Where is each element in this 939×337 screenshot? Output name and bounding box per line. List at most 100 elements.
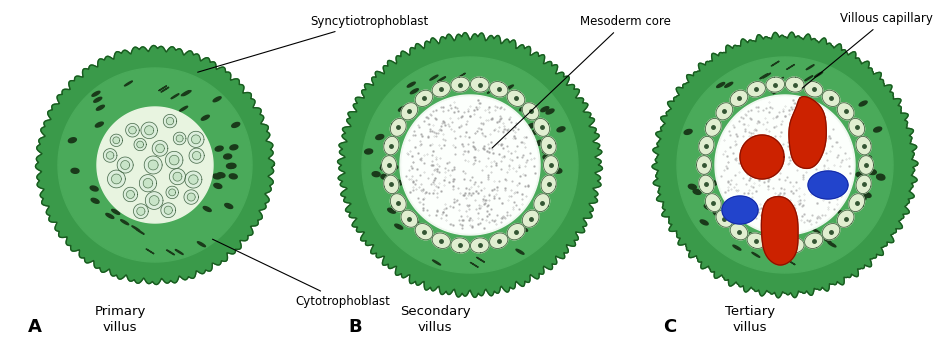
Polygon shape [516, 249, 524, 254]
Polygon shape [438, 77, 446, 82]
Polygon shape [688, 184, 697, 189]
Polygon shape [381, 163, 389, 168]
Polygon shape [740, 135, 784, 179]
Text: Cytotrophoblast: Cytotrophoblast [212, 239, 390, 308]
Polygon shape [856, 175, 871, 194]
Polygon shape [69, 138, 76, 143]
Polygon shape [337, 33, 603, 297]
Polygon shape [415, 90, 433, 106]
Polygon shape [192, 135, 200, 144]
Polygon shape [177, 135, 183, 142]
Polygon shape [451, 238, 470, 253]
Polygon shape [217, 173, 225, 178]
Polygon shape [491, 86, 500, 91]
Polygon shape [451, 77, 470, 92]
Polygon shape [226, 163, 235, 168]
Polygon shape [773, 89, 781, 94]
Polygon shape [230, 145, 238, 150]
Polygon shape [146, 192, 163, 209]
Polygon shape [103, 149, 117, 162]
Polygon shape [538, 204, 546, 209]
Polygon shape [522, 103, 539, 120]
Polygon shape [229, 174, 238, 179]
Polygon shape [787, 64, 794, 69]
Polygon shape [123, 187, 138, 202]
Polygon shape [519, 226, 528, 231]
Polygon shape [860, 137, 868, 142]
Polygon shape [516, 224, 524, 229]
Polygon shape [189, 175, 198, 184]
Polygon shape [771, 61, 779, 66]
Text: villus: villus [102, 321, 137, 334]
Polygon shape [214, 183, 222, 188]
Polygon shape [718, 107, 727, 112]
Polygon shape [470, 77, 489, 92]
Polygon shape [519, 106, 528, 111]
Polygon shape [849, 118, 865, 136]
Polygon shape [169, 168, 186, 185]
Polygon shape [224, 204, 233, 209]
Polygon shape [704, 205, 713, 210]
Polygon shape [71, 168, 79, 173]
Polygon shape [823, 238, 831, 243]
Polygon shape [141, 122, 158, 139]
Text: Primary: Primary [94, 305, 146, 318]
Polygon shape [165, 151, 183, 169]
Polygon shape [213, 174, 221, 179]
Polygon shape [705, 194, 721, 212]
Polygon shape [731, 223, 747, 240]
Polygon shape [110, 134, 122, 147]
Polygon shape [430, 75, 438, 80]
Polygon shape [94, 97, 101, 102]
Polygon shape [716, 103, 732, 120]
Polygon shape [752, 252, 760, 257]
Polygon shape [145, 126, 154, 135]
Polygon shape [750, 233, 758, 238]
Polygon shape [213, 97, 221, 102]
Text: B: B [348, 318, 362, 336]
Polygon shape [401, 210, 418, 227]
Polygon shape [189, 148, 204, 163]
Text: Secondary: Secondary [400, 305, 470, 318]
Polygon shape [557, 127, 565, 132]
Polygon shape [805, 82, 823, 97]
Polygon shape [90, 186, 99, 191]
Polygon shape [372, 172, 380, 177]
Polygon shape [716, 210, 732, 227]
Polygon shape [507, 90, 525, 106]
Polygon shape [384, 175, 399, 194]
Polygon shape [97, 107, 213, 223]
Polygon shape [725, 82, 732, 87]
Polygon shape [163, 115, 177, 128]
Polygon shape [169, 155, 179, 165]
Polygon shape [133, 204, 148, 219]
Polygon shape [522, 210, 539, 227]
Text: C: C [663, 318, 676, 336]
Polygon shape [785, 238, 804, 253]
Polygon shape [364, 149, 373, 154]
Text: Mesoderm core: Mesoderm core [492, 15, 670, 148]
Polygon shape [541, 107, 548, 112]
Polygon shape [362, 57, 578, 273]
Polygon shape [855, 197, 863, 203]
Polygon shape [415, 223, 433, 240]
Polygon shape [760, 74, 768, 79]
Polygon shape [408, 82, 415, 87]
Text: villus: villus [418, 321, 453, 334]
Polygon shape [394, 224, 403, 229]
Polygon shape [823, 90, 839, 106]
Polygon shape [546, 109, 554, 114]
Polygon shape [181, 91, 190, 96]
Polygon shape [849, 194, 865, 212]
Polygon shape [470, 263, 478, 267]
Polygon shape [699, 175, 714, 194]
Polygon shape [96, 122, 103, 127]
Polygon shape [807, 65, 814, 70]
Polygon shape [106, 213, 114, 218]
Polygon shape [174, 132, 186, 145]
Polygon shape [137, 207, 145, 215]
Polygon shape [388, 208, 395, 213]
Polygon shape [121, 220, 129, 225]
Polygon shape [402, 97, 538, 233]
Polygon shape [112, 174, 121, 184]
